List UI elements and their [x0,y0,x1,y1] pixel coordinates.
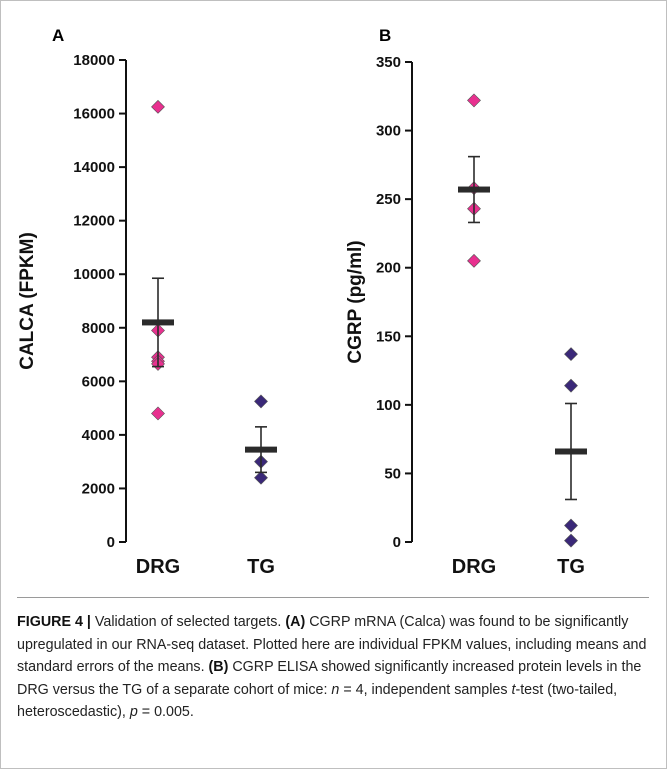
panel-a-label: A [52,26,64,45]
panel-a-y-axis-title: CALCA (FPKM) [17,232,38,370]
panel-a-drg-mean-bar [142,319,174,326]
panel-a-tg-mean-bar [245,446,277,453]
caption-separator [17,597,649,598]
panel-b-drg-data-point [467,93,481,108]
caption-b-label: (B) [208,659,229,675]
panel-a-tg-data-point [254,394,268,409]
panel-a-y-tick-label: 16000 [73,106,115,123]
figure-charts: A020004000600080001000012000140001600018… [17,26,587,576]
panel-b-y-tick-label: 50 [384,465,401,482]
panel-a-y-tick-label: 2000 [82,480,115,497]
caption-b-text-4: = 0.005. [137,704,194,720]
panel-b-category-label-drg: DRG [452,556,496,576]
panel-a-y-tick-label: 4000 [82,427,115,444]
panel-b-y-tick-label: 200 [376,260,401,277]
panel-a-category-label-tg: TG [247,556,275,576]
panel-a-y-tick-label: 0 [107,534,115,551]
panel-b-y-axis-title: CGRP (pg/ml) [345,240,366,363]
panel-b-tg-data-point [564,518,578,533]
panel-a-y-tick-label: 10000 [73,266,115,283]
panel-b-y-tick-label: 150 [376,328,401,345]
caption-figure-label: FIGURE 4 | [17,614,91,630]
panel-a-y-tick-label: 8000 [82,320,115,337]
caption-b-text-1: CGRP ELISA showed significantly increase… [17,659,642,698]
caption-b-text-2: = 4, independent samples [339,681,512,698]
panel-b-y-tick-label: 0 [393,534,401,551]
caption-p-symbol: p [129,704,138,720]
panel-a-y-tick-label: 18000 [73,52,115,69]
panel-b-drg-data-point [467,253,481,268]
panel-a-drg-data-point [151,99,165,114]
panel-a-tg-data-point [254,470,268,485]
panel-b-y-tick-label: 350 [376,54,401,71]
panel-b-y-tick-label: 250 [376,191,401,208]
panel-b-tg-mean-bar [555,448,587,455]
panel-b-drg-mean-bar [458,186,490,193]
panel-b-label: B [379,26,391,45]
panel-b-y-tick-label: 300 [376,123,401,140]
caption-a-label: (A) [285,614,306,630]
panel-a-category-label-drg: DRG [136,556,180,576]
panel-b-tg-data-point [564,378,578,393]
caption-b-text-3: -test (two-tailed, heteroscedastic), [17,681,618,721]
panel-b-y-tick-label: 100 [376,397,401,414]
figure-caption: FIGURE 4 | Validation of selected target… [17,611,657,724]
caption-intro: Validation of selected targets. [90,614,286,630]
caption-t-symbol: t [511,681,516,698]
panel-a-y-tick-label: 14000 [73,159,115,176]
panel-a-y-tick-label: 12000 [73,213,115,230]
caption-n-symbol: n [331,681,340,698]
panel-a-y-tick-label: 6000 [82,373,115,390]
panel-a-drg-data-point [151,406,165,421]
panel-b-category-label-tg: TG [557,556,585,576]
panel-b-tg-data-point [564,533,578,548]
panel-b-tg-data-point [564,347,578,362]
caption-a-text: CGRP mRNA (Calca) was found to be signif… [17,614,647,675]
